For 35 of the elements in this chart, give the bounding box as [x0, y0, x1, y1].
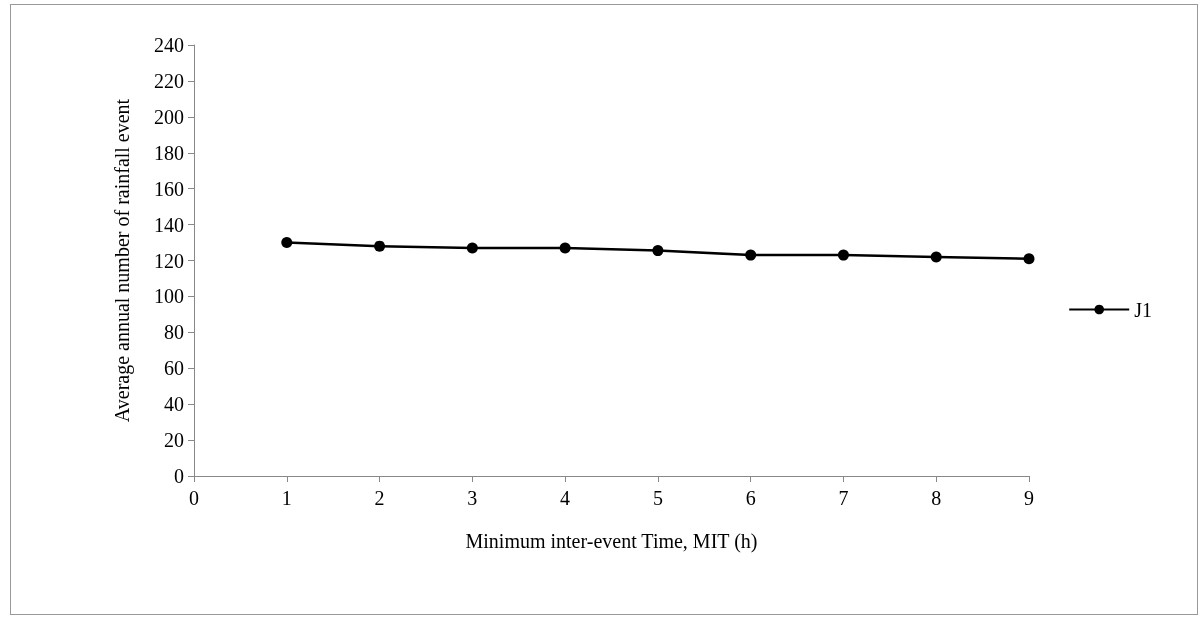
- y-tick-label: 60: [164, 357, 184, 380]
- legend-label: J1: [1134, 298, 1153, 321]
- x-tick-label: 1: [281, 487, 292, 509]
- point: [745, 249, 757, 261]
- y-tick-label: 160: [154, 177, 184, 200]
- y-tick-label: 180: [154, 141, 184, 164]
- point: [1023, 253, 1035, 265]
- point: [374, 240, 386, 252]
- point: [559, 242, 571, 254]
- x-tick-label: 7: [838, 487, 849, 509]
- x-tick-label: 4: [560, 487, 571, 509]
- y-tick-label: 40: [164, 393, 184, 416]
- point: [466, 242, 478, 254]
- point: [930, 251, 942, 263]
- y-tick-label: 20: [164, 429, 184, 452]
- point: [281, 237, 293, 249]
- x-tick-label: 6: [745, 487, 756, 509]
- y-axis-title: Average annual number of rainfall event: [111, 98, 134, 423]
- y-tick-label: 80: [164, 321, 184, 344]
- y-tick-label: 120: [154, 249, 184, 272]
- y-tick-label: 220: [154, 69, 184, 92]
- y-tick-label: 100: [154, 285, 184, 308]
- x-tick-label: 2: [374, 487, 385, 509]
- x-tick-label: 5: [652, 487, 663, 509]
- x-axis-title: Minimum inter-event Time, MIT (h): [465, 530, 758, 553]
- point: [837, 249, 849, 261]
- x-tick-label: 9: [1024, 487, 1034, 509]
- point: [652, 245, 664, 257]
- y-tick-label: 0: [174, 465, 184, 487]
- x-tick-label: 3: [467, 487, 478, 509]
- y-tick-label: 240: [154, 34, 184, 56]
- y-tick-label: 140: [154, 213, 184, 236]
- y-tick-label: 200: [154, 105, 184, 128]
- x-tick-label: 0: [189, 487, 199, 509]
- x-tick-label: 8: [931, 487, 942, 509]
